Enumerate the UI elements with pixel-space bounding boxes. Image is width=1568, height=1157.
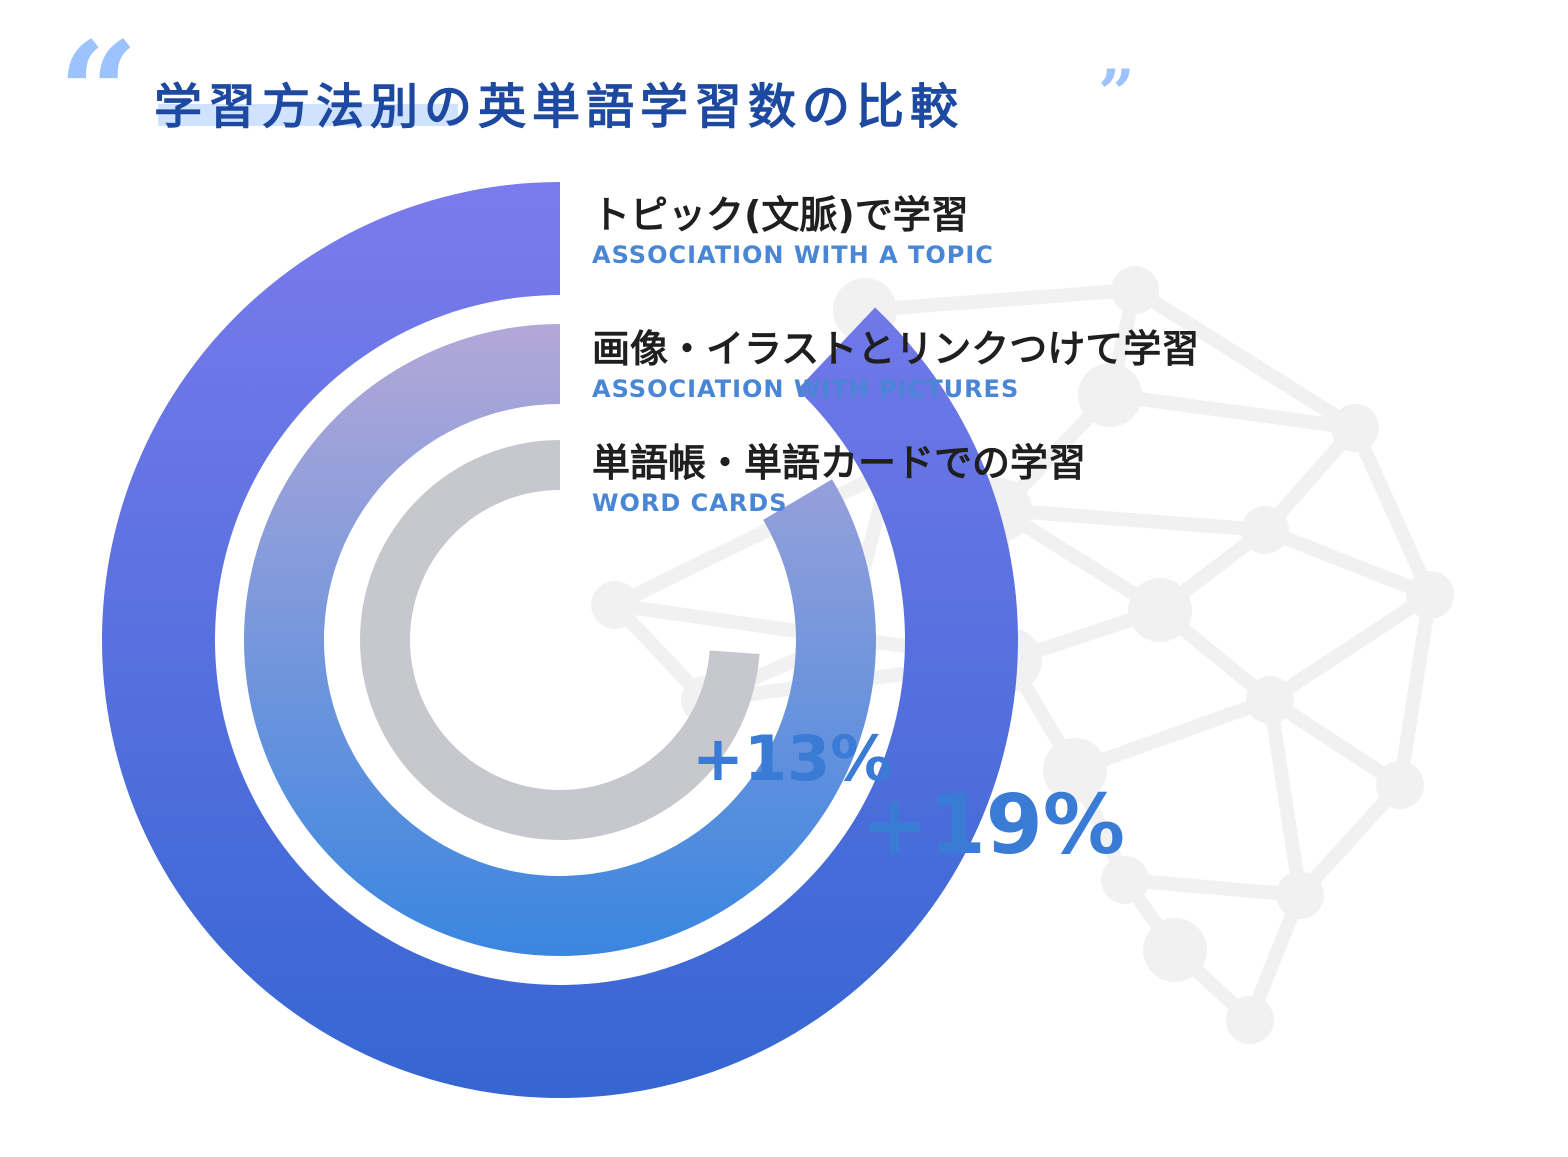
network-node [1331,404,1379,452]
network-node [1043,738,1107,802]
radial-bar-pictures [244,324,877,957]
network-node [591,581,639,629]
legend-sublabel-word-cards: WORD CARDS [592,488,788,517]
network-node [1406,571,1454,619]
network-edge [1293,778,1407,902]
network-node [1276,871,1324,919]
network-node [1143,918,1207,982]
network-edge [1103,388,1362,435]
close-quote-icon: ” [1098,56,1135,131]
network-edge [1258,523,1437,602]
network-node [1246,676,1294,724]
legend-label-pictures: 画像・イラストとリンクつけて学習 [592,327,1200,371]
network-edge [1118,873,1307,902]
network-node [1101,856,1149,904]
legend-sublabel-pictures: ASSOCIATION WITH PICTURES [592,374,1020,403]
open-quote-icon: “ [58,12,139,176]
network-edge [1393,588,1437,792]
network-node [1226,996,1274,1044]
network-node [1128,578,1192,642]
network-edge [1348,421,1437,602]
radial-bar-topic [101,182,1018,1098]
network-node [1078,363,1142,427]
network-edge [1263,693,1307,902]
network-edge [1128,283,1362,435]
legend-item-word-cards: 単語帳・単語カードでの学習 WORD CARDS [592,441,1087,517]
annotation-pictures: +13% [692,722,893,795]
network-edge [1263,693,1407,792]
network-edge [608,463,897,612]
network-node [1241,506,1289,554]
legend-item-pictures: 画像・イラストとリンクつけて学習 ASSOCIATION WITH PICTUR… [592,327,1200,403]
legend-label-word-cards: 単語帳・単語カードでの学習 [592,441,1087,485]
chart-title: 学習方法別の英単語学習数の比較 [154,79,965,135]
network-edge [1068,693,1277,777]
legend-item-topic: トピック(文脈)で学習 ASSOCIATION WITH A TOPIC [592,193,994,269]
legend-label-topic: トピック(文脈)で学習 [592,193,969,237]
network-edge [858,283,1142,317]
network-node [1111,266,1159,314]
network-edge [1263,588,1437,707]
legend-sublabel-topic: ASSOCIATION WITH A TOPIC [592,240,994,269]
title-highlight [158,104,458,126]
network-edge [993,503,1272,537]
network-node [1376,761,1424,809]
annotation-topic: +19% [860,778,1125,873]
